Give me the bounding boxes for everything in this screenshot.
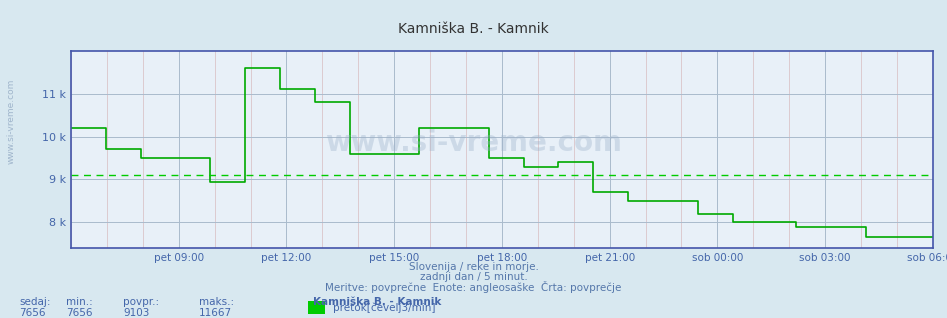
Text: www.si-vreme.com: www.si-vreme.com bbox=[7, 78, 16, 163]
Text: min.:: min.: bbox=[66, 297, 93, 307]
Text: Kamniška B. - Kamnik: Kamniška B. - Kamnik bbox=[398, 22, 549, 36]
Text: pretok[čevelj3/min]: pretok[čevelj3/min] bbox=[333, 302, 436, 313]
Text: 11667: 11667 bbox=[199, 308, 232, 318]
Text: zadnji dan / 5 minut.: zadnji dan / 5 minut. bbox=[420, 272, 527, 282]
Text: 7656: 7656 bbox=[66, 308, 93, 318]
Text: sedaj:: sedaj: bbox=[19, 297, 50, 307]
Text: povpr.:: povpr.: bbox=[123, 297, 159, 307]
Text: 7656: 7656 bbox=[19, 308, 45, 318]
Text: Meritve: povprečne  Enote: angleosaške  Črta: povprečje: Meritve: povprečne Enote: angleosaške Čr… bbox=[326, 281, 621, 294]
Text: www.si-vreme.com: www.si-vreme.com bbox=[325, 129, 622, 157]
Text: Kamniška B. - Kamnik: Kamniška B. - Kamnik bbox=[313, 297, 441, 307]
Text: 9103: 9103 bbox=[123, 308, 150, 318]
Text: maks.:: maks.: bbox=[199, 297, 234, 307]
Text: Slovenija / reke in morje.: Slovenija / reke in morje. bbox=[408, 262, 539, 272]
